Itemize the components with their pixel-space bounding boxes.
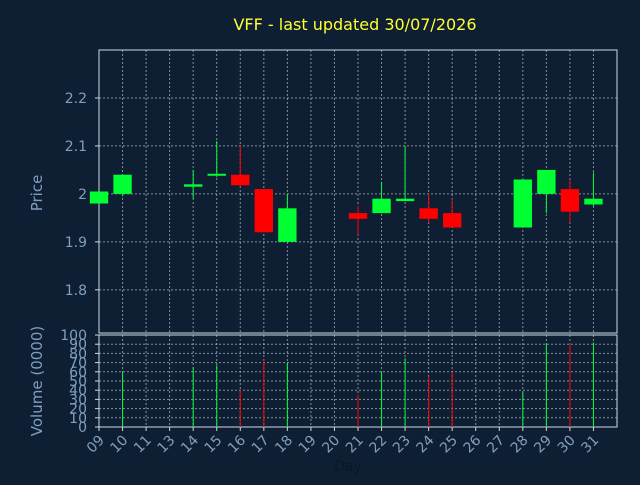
price-panel: 1.8 1.9 2 2.1 2.2: [65, 49, 618, 334]
volume-tick-label: 50: [69, 374, 87, 390]
price-tick-label: 2.1: [65, 139, 87, 155]
x-axis-label: Day: [334, 459, 362, 475]
candle-body: [113, 174, 132, 194]
volume-tick-label: 80: [69, 346, 87, 362]
volume-tick-label: 70: [69, 356, 87, 372]
candle-body: [231, 174, 250, 186]
candle-body: [513, 179, 533, 228]
candle-body: [584, 198, 603, 205]
price-tick-label: 2: [78, 187, 87, 203]
candle-body: [419, 208, 438, 219]
price-tick-label: 1.9: [65, 235, 87, 251]
candle-body: [89, 191, 109, 204]
volume-tick-label: 40: [69, 383, 87, 399]
volume-axis-label: Volume (0000): [28, 326, 46, 436]
price-axis-label: Price: [28, 175, 46, 212]
candle-body: [183, 184, 203, 187]
candle-body: [207, 173, 226, 176]
volume-tick-label: 0: [78, 420, 87, 436]
candle-body: [278, 208, 297, 242]
price-tick-label: 1.8: [65, 283, 87, 299]
candle-body: [560, 189, 580, 212]
candle-body: [537, 169, 556, 194]
candle-body: [348, 213, 368, 219]
price-tick-label: 2.2: [65, 91, 87, 107]
candle-body: [372, 198, 391, 214]
candle-body: [442, 213, 462, 228]
chart-title: VFF - last updated 30/07/2026: [233, 15, 476, 34]
volume-tick-label: 60: [69, 365, 87, 381]
volume-tick-label: 10: [69, 411, 87, 427]
volume-tick-label: 90: [69, 337, 87, 353]
volume-tick-label: 20: [69, 402, 87, 418]
candle-body: [254, 189, 274, 233]
volume-tick-label: 100: [60, 328, 87, 344]
volume-tick-label: 30: [69, 392, 87, 408]
candle-body: [395, 198, 415, 202]
